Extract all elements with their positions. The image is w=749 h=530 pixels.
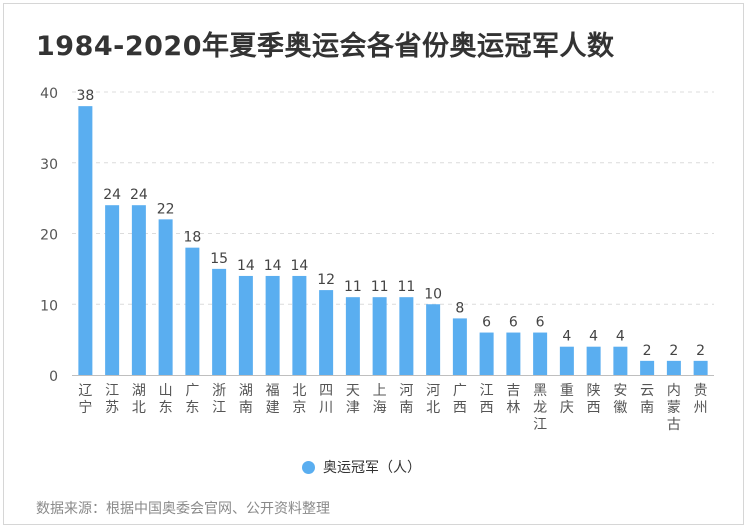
data-label: 10: [424, 286, 442, 302]
data-label: 6: [536, 315, 545, 331]
data-label: 22: [157, 201, 175, 217]
data-label: 24: [130, 187, 148, 203]
legend-label: 奥运冠军（人）: [323, 460, 421, 476]
x-tick-label: 安徽: [613, 383, 627, 416]
y-tick-label: 20: [40, 228, 58, 244]
bar: [78, 106, 93, 376]
data-label: 11: [397, 279, 415, 295]
x-tick-label: 黑龙江: [533, 383, 547, 433]
data-label: 12: [317, 272, 335, 288]
bar: [238, 275, 253, 375]
bar: [319, 290, 334, 375]
x-tick-label: 浙江: [212, 383, 226, 416]
bar: [640, 360, 655, 375]
x-tick-label: 江西: [480, 383, 494, 416]
bar: [265, 275, 280, 375]
data-label: 4: [562, 329, 571, 345]
x-tick-label: 辽宁: [78, 383, 92, 416]
data-label: 6: [482, 315, 491, 331]
x-tick-label: 重庆: [560, 383, 574, 416]
data-label: 14: [264, 258, 282, 274]
bar: [131, 205, 146, 375]
x-tick-label: 湖北: [132, 383, 146, 416]
bar: [479, 332, 494, 375]
data-label: 4: [589, 329, 598, 345]
bar: [506, 332, 521, 375]
data-label: 2: [643, 343, 652, 359]
x-tick-label: 天津: [346, 383, 360, 416]
x-tick-label: 江苏: [105, 383, 119, 416]
chart-title: 1984-2020年夏季奥运会各省份奥运冠军人数: [36, 31, 615, 62]
bar: [586, 346, 601, 375]
y-tick-label: 30: [40, 157, 58, 173]
x-tick-label: 河南: [399, 383, 413, 416]
data-label: 11: [371, 279, 389, 295]
bar: [185, 247, 200, 375]
data-label: 6: [509, 315, 518, 331]
bar: [105, 205, 120, 375]
data-label: 15: [210, 251, 228, 267]
x-tick-label: 山东: [159, 383, 173, 416]
data-label: 2: [669, 343, 678, 359]
bar: [372, 297, 387, 375]
source-note: 数据来源：根据中国奥委会官网、公开资料整理: [36, 501, 330, 517]
bar: [292, 275, 307, 375]
y-tick-label: 0: [49, 369, 58, 385]
bar: [212, 268, 227, 375]
x-tick-label: 云南: [640, 383, 654, 416]
y-tick-label: 40: [40, 86, 58, 102]
bar: [666, 360, 681, 375]
x-tick-label: 湖南: [239, 383, 253, 416]
bar: [693, 360, 708, 375]
bar: [533, 332, 548, 375]
x-tick-label: 贵州: [694, 383, 708, 416]
data-label: 11: [344, 279, 362, 295]
data-label: 2: [696, 343, 705, 359]
legend: 奥运冠军（人）: [302, 456, 421, 478]
x-tick-label: 福建: [266, 383, 280, 416]
data-label: 8: [455, 300, 464, 316]
x-tick-label: 河北: [426, 383, 440, 416]
bar: [426, 304, 441, 375]
x-tick-label: 北京: [292, 383, 306, 416]
x-tick-label: 广东: [185, 383, 199, 416]
data-label: 18: [183, 230, 201, 246]
chart-frame: [3, 3, 744, 525]
x-tick-label: 四川: [319, 383, 333, 416]
data-label: 38: [76, 88, 94, 104]
y-tick-label: 10: [40, 298, 58, 314]
bar: [613, 346, 628, 375]
data-label: 4: [616, 329, 625, 345]
data-label: 14: [290, 258, 308, 274]
bar: [399, 297, 414, 375]
bar: [158, 219, 173, 375]
x-tick-label: 上海: [373, 383, 387, 416]
bar: [559, 346, 574, 375]
x-tick-label: 广西: [453, 383, 467, 416]
data-label: 14: [237, 258, 255, 274]
bar: [452, 318, 467, 375]
data-label: 24: [103, 187, 121, 203]
x-tick-label: 内蒙古: [667, 383, 681, 433]
x-tick-label: 陕西: [587, 383, 601, 416]
legend-swatch: [302, 460, 315, 474]
x-tick-label: 吉林: [506, 383, 520, 416]
bar: [345, 297, 360, 375]
